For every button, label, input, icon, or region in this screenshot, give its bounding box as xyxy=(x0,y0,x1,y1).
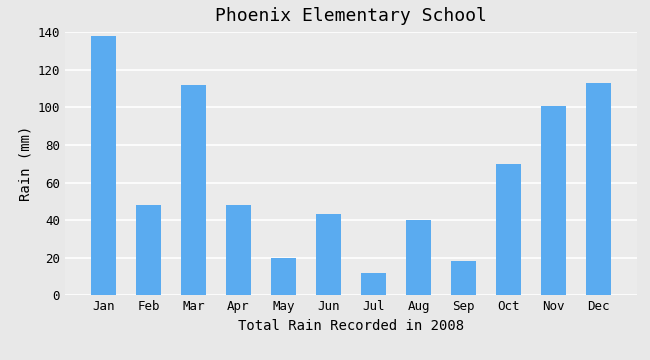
Bar xyxy=(586,83,611,295)
Bar xyxy=(271,258,296,295)
Title: Phoenix Elementary School: Phoenix Elementary School xyxy=(215,7,487,25)
Bar xyxy=(451,261,476,295)
X-axis label: Total Rain Recorded in 2008: Total Rain Recorded in 2008 xyxy=(238,319,464,333)
Bar xyxy=(361,273,386,295)
Bar xyxy=(496,164,521,295)
Bar xyxy=(316,215,341,295)
Y-axis label: Rain (mm): Rain (mm) xyxy=(18,126,32,202)
Bar xyxy=(226,205,251,295)
Bar xyxy=(541,105,566,295)
Bar xyxy=(406,220,431,295)
Bar xyxy=(136,205,161,295)
Bar xyxy=(181,85,206,295)
Bar xyxy=(91,36,116,295)
